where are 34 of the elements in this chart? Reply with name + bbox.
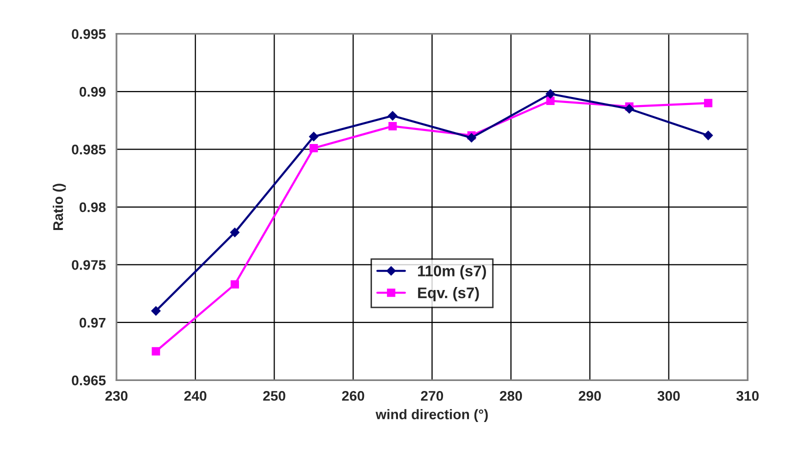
y-tick-label: 0.965 (72, 376, 106, 386)
point (152, 347, 160, 356)
point (151, 306, 161, 316)
point (704, 130, 713, 140)
x-tick-label: 260 (342, 390, 364, 401)
y-tick-label: 0.985 (72, 144, 106, 154)
point (230, 280, 239, 289)
x-tick-label: 240 (184, 390, 206, 401)
point (546, 89, 556, 98)
point (546, 96, 555, 105)
point (309, 132, 318, 142)
x-tick-label: 300 (657, 390, 680, 401)
point (466, 133, 476, 142)
y-tick-label: 0.97 (80, 318, 106, 328)
legend-label: 110m (s7) (418, 265, 486, 280)
x-tick-label: 280 (500, 390, 522, 401)
y-axis-title: Ratio () (52, 184, 66, 230)
x-tick-label: 270 (420, 390, 444, 401)
point (624, 104, 634, 114)
point (388, 122, 397, 130)
point (388, 111, 398, 120)
y-tick-label: 0.995 (72, 29, 106, 39)
x-tick-label: 230 (105, 390, 128, 401)
point (310, 144, 318, 152)
y-tick-label: 0.99 (80, 86, 106, 97)
x-tick-label: 310 (736, 390, 759, 401)
x-tick-label: 250 (263, 390, 286, 401)
legend-label: Eqv. (s7) (418, 287, 479, 302)
x-axis-title: wind direction (°) (376, 409, 488, 422)
x-tick-label: 290 (578, 390, 601, 401)
point (704, 98, 712, 108)
point (230, 228, 240, 238)
y-tick-label: 0.98 (80, 202, 106, 212)
y-tick-label: 0.975 (72, 260, 106, 270)
